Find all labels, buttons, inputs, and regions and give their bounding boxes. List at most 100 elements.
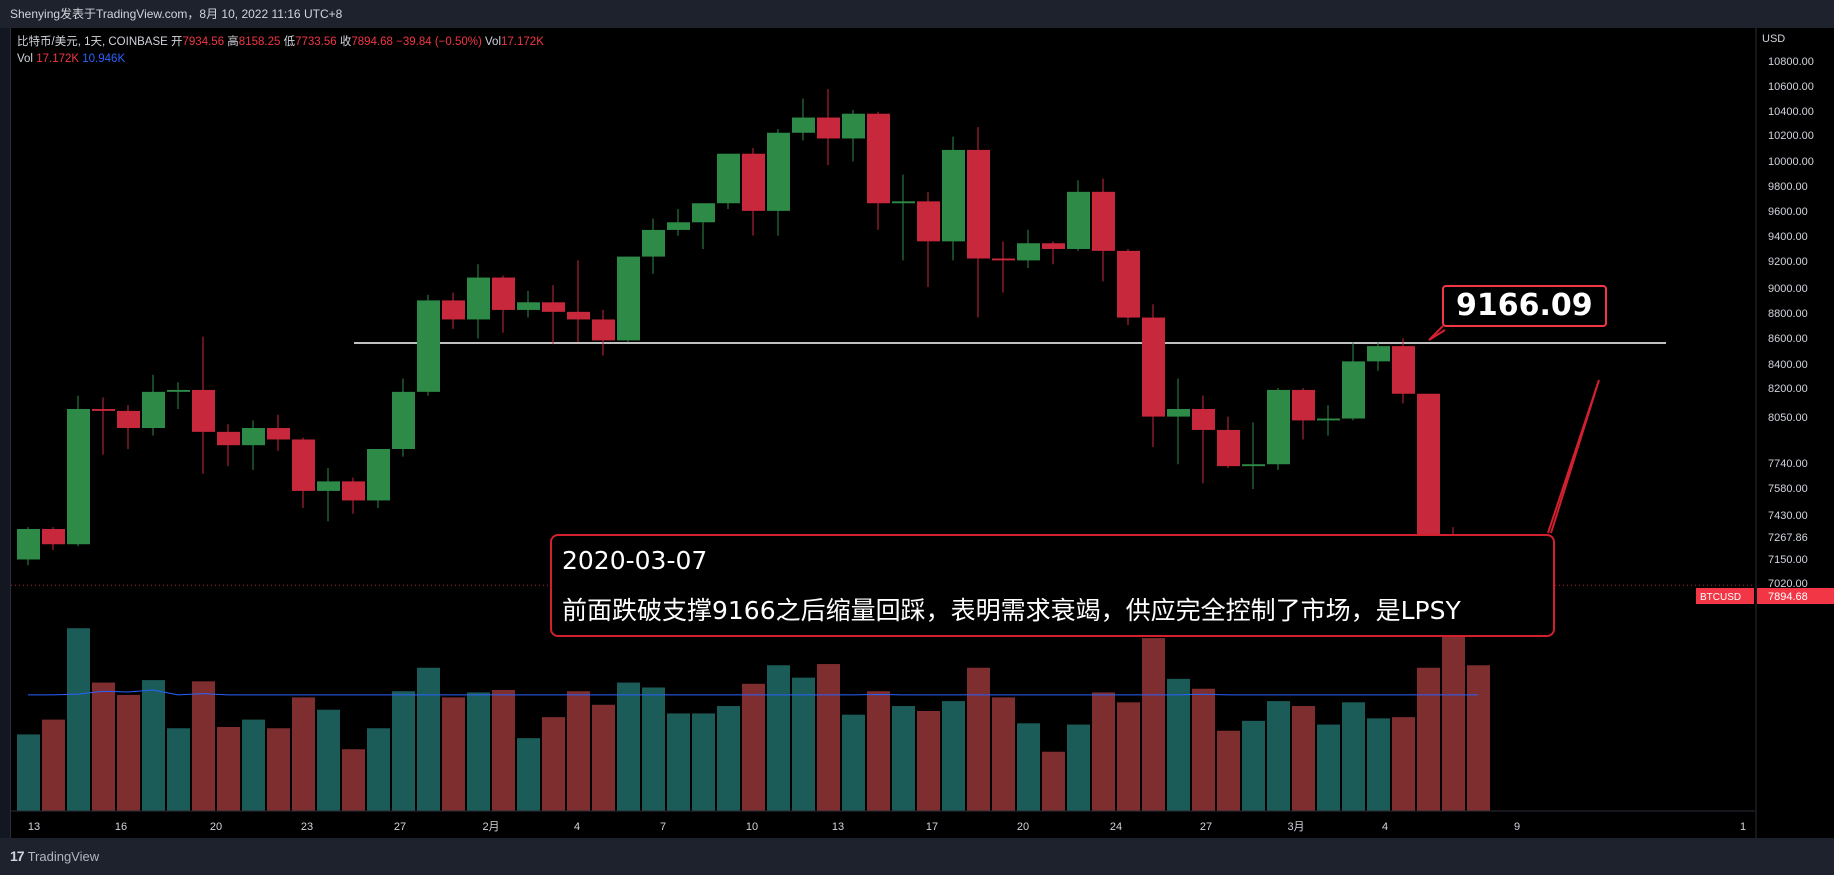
volume-bar xyxy=(1167,678,1190,811)
price-tick-label: 10200.00 xyxy=(1768,130,1814,142)
candle-body xyxy=(1392,346,1415,394)
candle-body xyxy=(667,222,690,230)
time-axis[interactable]: 13 16 20 23 27 2月 4 7 10 13 17 20 24 27 3月 4 9 1 xyxy=(11,810,1755,833)
volume-bar xyxy=(767,665,790,811)
candle-body xyxy=(542,302,565,312)
price-tick-label: 9000.00 xyxy=(1768,283,1808,295)
time-tick-label: 1 xyxy=(1740,821,1746,833)
volume-bar xyxy=(1217,730,1240,811)
candle-body xyxy=(167,389,190,392)
price-tick-label: 9800.00 xyxy=(1768,181,1808,193)
time-tick-label: 23 xyxy=(301,821,313,833)
price-tick-label: 7580.00 xyxy=(1768,483,1808,495)
volume-bar xyxy=(1042,751,1065,811)
volume-bar xyxy=(1117,702,1140,811)
symbol-label[interactable]: 比特币/美元, 1天, COINBASE xyxy=(17,36,168,48)
close-value: 7894.68 xyxy=(351,36,393,48)
volume-bar xyxy=(192,681,215,811)
close-label: 收 xyxy=(339,36,352,48)
candle-body xyxy=(442,300,465,320)
price-tick-label: 10400.00 xyxy=(1768,106,1814,118)
volume-bar xyxy=(517,738,540,811)
candle-body xyxy=(217,431,240,446)
candle-body xyxy=(792,117,815,133)
candle-body xyxy=(1342,361,1365,419)
volume-bar xyxy=(1292,706,1315,811)
candle-body xyxy=(692,203,715,223)
candle-body xyxy=(1092,191,1115,251)
price-callout[interactable]: 9166.09 xyxy=(1442,285,1607,327)
volume-bar xyxy=(442,697,465,811)
volume-bar xyxy=(617,682,640,811)
candle-body xyxy=(1317,418,1340,421)
note-date: 2020-03-07 xyxy=(562,546,708,575)
candlestick-chart[interactable]: USD 10800.00 10600.00 10400.00 10200.00 10000… xyxy=(11,28,1834,838)
price-tick-label: 9600.00 xyxy=(1768,206,1808,218)
price-tick-label: 8600.00 xyxy=(1768,333,1808,345)
volume-bar xyxy=(367,728,390,811)
volume-bar xyxy=(1342,702,1365,811)
price-tick-label: 8200.00 xyxy=(1768,383,1808,395)
volume-bar xyxy=(667,713,690,811)
candle-body xyxy=(567,311,590,320)
volume-bar xyxy=(317,709,340,811)
footer-bar: 17 TradingView xyxy=(0,838,1834,875)
candle-body xyxy=(367,448,390,501)
time-tick-label: 13 xyxy=(832,821,844,833)
annotation-note[interactable]: 2020-03-07 前面跌破支撑9166之后缩量回踩，表明需求衰竭，供应完全控… xyxy=(550,534,1555,637)
time-tick-label: 27 xyxy=(394,821,406,833)
candle-body xyxy=(642,229,665,257)
volume-bar xyxy=(267,728,290,811)
volume-bar xyxy=(342,749,365,811)
candle-body xyxy=(942,149,965,242)
candle-body xyxy=(1417,393,1440,558)
candle-body xyxy=(117,410,140,429)
price-tick-label: 8400.00 xyxy=(1768,359,1808,371)
volume-bar xyxy=(792,677,815,811)
time-tick-label: 24 xyxy=(1110,821,1122,833)
volume-bar xyxy=(1142,638,1165,811)
volume-bar xyxy=(217,727,240,811)
candle-body xyxy=(392,391,415,449)
time-tick-label: 4 xyxy=(574,821,580,833)
candle-body xyxy=(1242,464,1265,467)
time-tick-label: 2月 xyxy=(482,821,499,833)
time-tick-label: 13 xyxy=(28,821,40,833)
candle-body xyxy=(242,428,265,446)
candle-body xyxy=(1292,389,1315,421)
candle-body xyxy=(142,391,165,429)
note-pointer xyxy=(1547,379,1600,534)
price-tick-label: 10600.00 xyxy=(1768,81,1814,93)
volume-bar xyxy=(892,706,915,811)
volume-bar xyxy=(817,664,840,811)
volume-bar xyxy=(867,691,890,811)
volume-bar xyxy=(1267,701,1290,811)
volume-row-label[interactable]: Vol xyxy=(17,53,33,65)
candle-body xyxy=(42,529,65,545)
attribution-text: Shenying发表于TradingView.com，8月 10, 2022 1… xyxy=(10,7,343,21)
volume-bar xyxy=(567,691,590,811)
time-tick-label: 3月 xyxy=(1287,821,1304,833)
candle-body xyxy=(92,408,115,411)
volume-bar xyxy=(417,667,440,811)
volume-bar xyxy=(142,680,165,811)
volume-bar xyxy=(1367,718,1390,811)
tradingview-logo[interactable]: 17 TradingView xyxy=(10,848,99,864)
volume-bar xyxy=(692,713,715,811)
candle-body xyxy=(17,529,40,560)
price-axis[interactable]: USD 10800.00 10600.00 10400.00 10200.00 10000… xyxy=(1696,28,1834,838)
open-value: 7934.56 xyxy=(182,36,225,48)
volume-bar xyxy=(917,710,940,811)
volume-bar xyxy=(1317,724,1340,811)
chart-pane[interactable]: USD 10800.00 10600.00 10400.00 10200.00 10000… xyxy=(10,28,1834,838)
time-tick-label: 9 xyxy=(1514,821,1520,833)
time-tick-label: 20 xyxy=(1017,821,1029,833)
volume-bar xyxy=(1417,667,1440,811)
candle-body xyxy=(1067,191,1090,249)
volume-bar xyxy=(1017,723,1040,811)
volume-bar xyxy=(67,628,90,811)
price-tick-label: 10000.00 xyxy=(1768,156,1814,168)
candle-body xyxy=(1117,250,1140,318)
volume-bars xyxy=(17,628,1490,811)
candle-body xyxy=(817,117,840,139)
